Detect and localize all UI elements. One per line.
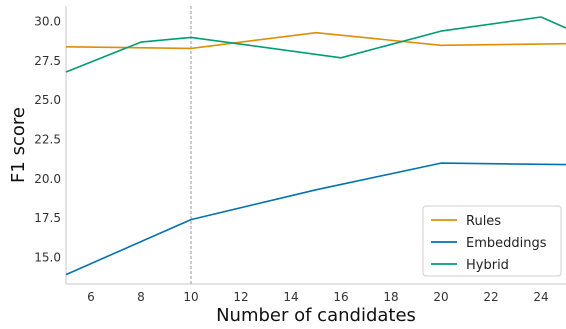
legend-label-rules: Rules xyxy=(466,214,501,229)
x-tick-label-12: 12 xyxy=(233,290,248,304)
y-tick-label-25-0: 25.0 xyxy=(34,93,61,107)
legend-label-hybrid: Hybrid xyxy=(466,258,509,273)
y-tick-label-22-5: 22.5 xyxy=(34,133,61,147)
x-tick-label-16: 16 xyxy=(333,290,348,304)
y-tick-group: 15.0 17.5 20.0 22.5 25.0 27.5 30.0 xyxy=(34,15,61,265)
legend: Rules Embeddings Hybrid xyxy=(422,205,562,277)
y-tick-label-20-0: 20.0 xyxy=(34,172,61,186)
y-tick-label-17-5: 17.5 xyxy=(34,211,61,225)
x-tick-label-6: 6 xyxy=(87,290,95,304)
legend-label-embeddings: Embeddings xyxy=(466,236,547,251)
x-tick-label-20: 20 xyxy=(433,290,448,304)
series-line-hybrid xyxy=(65,16,566,73)
x-tick-label-8: 8 xyxy=(137,290,145,304)
x-tick-label-22: 22 xyxy=(483,290,498,304)
legend-box xyxy=(422,205,562,277)
x-tick-label-14: 14 xyxy=(283,290,298,304)
series-line-embeddings xyxy=(65,162,566,276)
y-tick-label-15-0: 15.0 xyxy=(34,250,61,264)
y-tick-label-30-0: 30.0 xyxy=(34,15,61,29)
x-tick-label-24: 24 xyxy=(533,290,548,304)
series-layer xyxy=(65,16,566,276)
y-tick-label-27-5: 27.5 xyxy=(34,54,61,68)
legend-items: Rules Embeddings Hybrid xyxy=(431,214,547,273)
y-axis-title: F1 score xyxy=(8,107,29,183)
series-line-rules xyxy=(65,31,566,50)
x-tick-label-18: 18 xyxy=(383,290,398,304)
x-tick-label-10: 10 xyxy=(183,290,198,304)
x-tick-group: 6 8 10 12 14 16 18 20 22 24 xyxy=(87,290,548,304)
x-axis-title: Number of candidates xyxy=(216,305,416,326)
